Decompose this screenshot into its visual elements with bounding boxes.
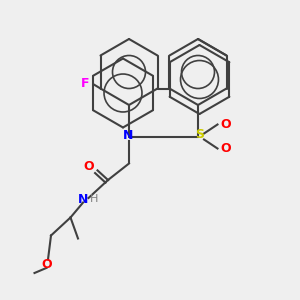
- Text: N: N: [123, 129, 134, 142]
- Text: O: O: [41, 258, 52, 272]
- Text: O: O: [84, 160, 94, 173]
- Text: F: F: [81, 77, 90, 90]
- Text: S: S: [195, 128, 204, 142]
- Text: O: O: [220, 118, 231, 131]
- Text: H: H: [90, 194, 98, 205]
- Text: O: O: [220, 142, 231, 155]
- Text: N: N: [78, 193, 88, 206]
